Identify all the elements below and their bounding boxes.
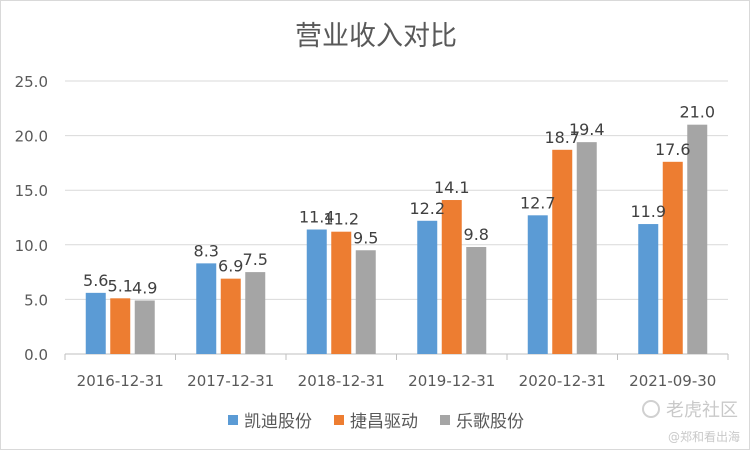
data-labels: 5.6 5.1 4.9 8.36.9 7.5 11.411.29.5 12.2 14.1 9.8… (83, 103, 715, 298)
y-tick-label: 5.0 (24, 291, 48, 309)
x-tick-label: 2020-12-31 (519, 372, 606, 390)
data-label: 8.3 (194, 241, 219, 260)
data-label: 9.5 (353, 228, 378, 247)
data-label: 5.1 (108, 276, 133, 295)
bar (110, 298, 131, 354)
legend-swatch (228, 414, 238, 425)
data-label: 17.6 (655, 140, 691, 159)
x-tick-label: 2017-12-31 (187, 372, 274, 390)
legend: 凯迪股份 捷昌驱动 乐歌股份 (0, 407, 752, 432)
x-tick-label: 2018-12-31 (298, 372, 385, 390)
bar (687, 124, 708, 355)
data-label: 11.2 (323, 210, 359, 229)
bar (527, 215, 548, 354)
legend-swatch (334, 414, 344, 425)
watermark-brand: 老虎社区 (666, 400, 738, 421)
bar (552, 149, 573, 354)
data-label: 11.9 (630, 202, 666, 221)
legend-swatch (440, 414, 450, 425)
y-tick-label: 25.0 (15, 73, 48, 91)
watermark-source: @郑和看出海 (667, 430, 740, 444)
y-tick-label: 15.0 (15, 182, 48, 200)
legend-item: 凯迪股份 (228, 407, 312, 432)
gridlines (65, 80, 728, 355)
y-tick-label: 20.0 (15, 128, 48, 146)
data-label: 21.0 (679, 103, 715, 122)
data-label: 12.7 (520, 193, 556, 212)
bar (220, 278, 241, 354)
bar (441, 200, 462, 354)
legend-label: 凯迪股份 (244, 412, 312, 432)
x-axis-ticks: 2016-12-31 2017-12-31 2018-12-31 2019-12-31… (64, 354, 729, 390)
legend-label: 乐歌股份 (456, 412, 524, 432)
data-label: 4.9 (132, 278, 157, 297)
bar (662, 161, 683, 354)
bar (576, 142, 597, 354)
data-label: 11.4 (299, 208, 335, 227)
bar (134, 300, 155, 354)
data-label: 6.9 (218, 257, 243, 276)
watermark: 老虎社区 (642, 396, 738, 422)
data-label: 18.7 (544, 128, 580, 147)
bar (638, 224, 659, 354)
bar (245, 272, 266, 354)
bar (85, 292, 106, 354)
x-tick-label: 2019-12-31 (408, 372, 495, 390)
data-label: 7.5 (243, 250, 268, 269)
chart-title: 营业收入对比 (295, 21, 457, 52)
data-label: 19.4 (569, 120, 605, 139)
bar (306, 229, 327, 354)
bar (355, 250, 376, 354)
data-label: 5.6 (83, 271, 108, 290)
bar (196, 263, 217, 354)
legend-item: 捷昌驱动 (334, 407, 418, 432)
tiger-logo-icon (642, 400, 660, 418)
x-tick-label: 2021-09-30 (629, 372, 716, 390)
bar (417, 220, 438, 354)
data-label: 9.8 (464, 225, 489, 244)
x-tick-label: 2016-12-31 (77, 372, 164, 390)
legend-label: 捷昌驱动 (350, 412, 418, 432)
data-label: 14.1 (434, 178, 470, 197)
y-tick-label: 0.0 (24, 346, 48, 364)
data-label: 12.2 (409, 199, 445, 218)
y-tick-label: 10.0 (15, 237, 48, 255)
bar (466, 246, 487, 354)
y-axis-ticks: 0.0 5.0 10.0 15.0 20.0 25.0 (15, 73, 48, 364)
bars (85, 124, 708, 355)
legend-item: 乐歌股份 (440, 407, 524, 432)
bar (331, 231, 352, 354)
